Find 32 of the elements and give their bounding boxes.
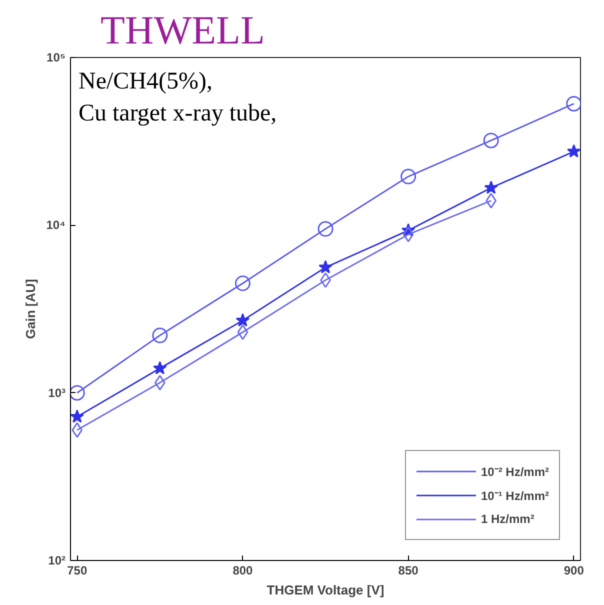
- y-tick-label: 10⁴: [46, 218, 66, 232]
- point: [402, 226, 414, 242]
- annotation: Ne/CH4(5%),: [78, 68, 212, 94]
- x-tick-label: 900: [564, 564, 584, 578]
- x-tick-label: 800: [232, 564, 254, 578]
- point: [70, 410, 84, 423]
- point: [72, 422, 83, 438]
- point: [152, 361, 167, 374]
- y-tick-label: 10³: [48, 386, 66, 400]
- legend-label: 10⁻² Hz/mm²: [480, 464, 549, 480]
- point: [318, 221, 334, 237]
- point: [318, 260, 332, 274]
- chart-title: THWELL: [100, 8, 265, 52]
- x-tick-label: 850: [398, 564, 419, 578]
- point: [234, 276, 250, 292]
- point: [566, 96, 580, 112]
- point: [400, 168, 416, 184]
- y-axis-title: Gain [AU]: [23, 279, 38, 339]
- x-tick-label: 750: [67, 564, 88, 578]
- point: [483, 132, 499, 148]
- legend-label: 1 Hz/mm²: [480, 512, 534, 526]
- point: [152, 328, 168, 344]
- annotation: Cu target x-ray tube,: [78, 100, 277, 126]
- point: [237, 324, 248, 340]
- legend-label: 10⁻¹ Hz/mm²: [480, 488, 549, 504]
- y-tick-label: 10⁵: [46, 50, 66, 64]
- y-tick-label: 10²: [48, 554, 66, 568]
- point: [70, 385, 85, 401]
- x-axis-title: THGEM Voltage [V]: [266, 582, 384, 598]
- point: [484, 180, 498, 194]
- point: [236, 313, 250, 327]
- point: [566, 144, 580, 158]
